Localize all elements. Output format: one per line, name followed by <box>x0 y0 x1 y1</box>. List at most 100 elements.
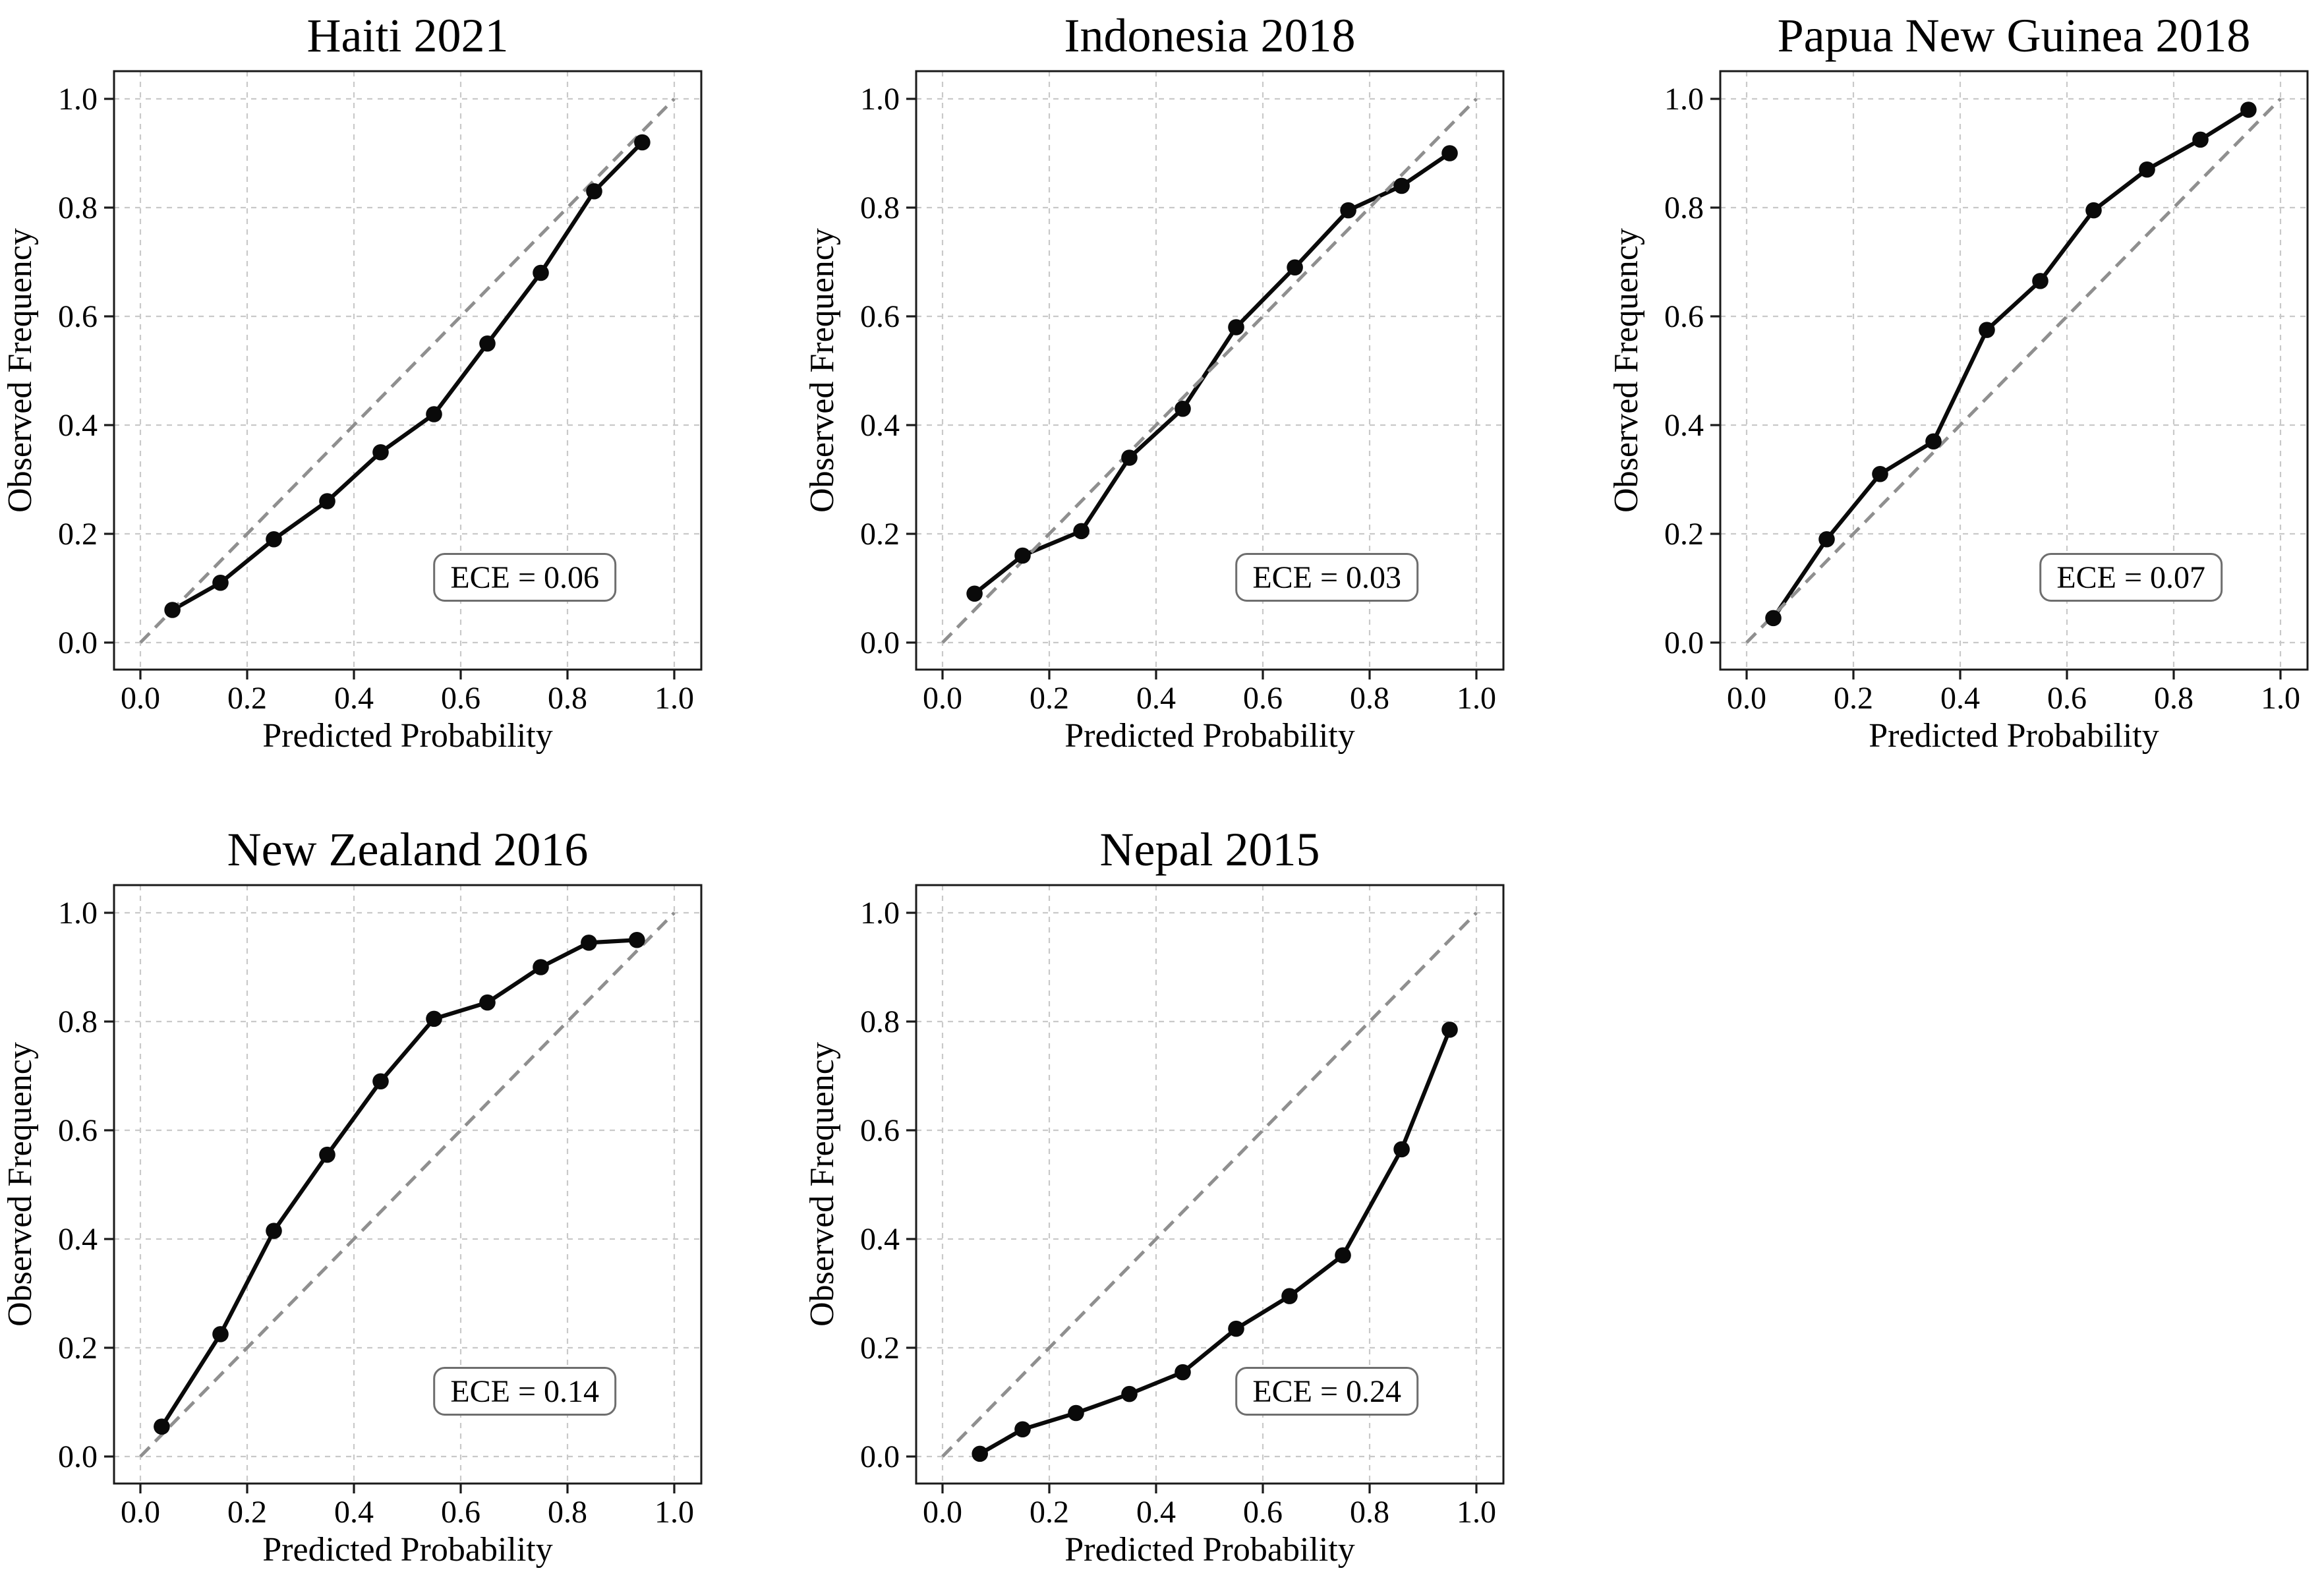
diagonal-reference-line <box>139 911 676 1458</box>
calibration-curve <box>977 1027 1452 1456</box>
ece-annotation-text: ECE = 0.14 <box>450 1374 599 1409</box>
data-point-marker <box>2192 131 2209 148</box>
x-axis-label: Predicted Probability <box>1064 717 1354 755</box>
y-tick-label: 0.8 <box>58 190 98 225</box>
y-tick-label: 0.4 <box>860 408 900 443</box>
data-point-marker <box>581 935 597 951</box>
x-tick-label: 0.2 <box>227 1495 267 1530</box>
x-tick-label: 1.0 <box>654 681 694 716</box>
x-tick-label: 0.2 <box>1834 681 1873 716</box>
subplot-indonesia-2018: ECE = 0.03 0.0 0.0 0.2 0.2 0.4 0.4 0.6 0.6 0.8 0.8… <box>803 9 1505 755</box>
x-tick-label: 0.0 <box>923 1495 962 1530</box>
data-point-marker <box>1121 1385 1138 1402</box>
data-point-marker <box>1228 319 1244 335</box>
data-point-marker <box>1765 610 1782 627</box>
calibration-curve <box>170 140 645 612</box>
x-tick-label: 0.4 <box>334 681 374 716</box>
data-point-marker <box>154 1418 170 1435</box>
x-tick-label: 0.0 <box>923 681 962 716</box>
y-tick-label: 0.6 <box>58 299 98 334</box>
x-tick-label: 0.8 <box>548 1495 587 1530</box>
y-tick-label: 0.0 <box>860 1439 900 1474</box>
data-point-marker <box>966 585 983 602</box>
ece-annotation-box <box>1235 553 1419 602</box>
x-tick-label: 1.0 <box>1457 1495 1496 1530</box>
subplot-title: New Zealand 2016 <box>227 823 589 876</box>
axes-frame <box>1719 70 2309 671</box>
axes-frame <box>113 70 703 671</box>
ece-annotation-text: ECE = 0.24 <box>1252 1374 1401 1409</box>
y-tick-label: 0.6 <box>860 299 900 334</box>
data-point-marker <box>1175 1364 1191 1381</box>
x-tick-label: 0.2 <box>1030 1495 1069 1530</box>
y-tick-label: 0.2 <box>58 1331 98 1366</box>
data-point-marker <box>1979 322 1995 338</box>
data-point-marker <box>1393 1141 1410 1158</box>
data-point-marker <box>1121 449 1138 466</box>
data-point-marker <box>1818 531 1835 548</box>
x-tick-label: 0.6 <box>441 681 480 716</box>
data-point-marker <box>266 531 282 548</box>
ece-annotation-box <box>433 1367 617 1416</box>
calibration-curve <box>972 151 1452 596</box>
axes-frame <box>113 884 703 1485</box>
axes-frame <box>915 70 1505 671</box>
data-point-marker <box>1228 1320 1244 1337</box>
data-point-marker <box>479 335 496 352</box>
data-point-marker <box>533 959 549 975</box>
data-point-marker <box>629 931 645 948</box>
data-point-marker <box>1014 1421 1031 1438</box>
data-point-marker <box>2032 273 2048 289</box>
data-point-marker <box>479 994 496 1011</box>
y-axis-label: Observed Frequency <box>1 228 39 513</box>
subplot-title: Haiti 2021 <box>307 9 509 62</box>
x-tick-label: 0.8 <box>1350 681 1389 716</box>
y-tick-label: 0.0 <box>58 625 98 660</box>
diagonal-reference-line <box>941 98 1478 644</box>
x-axis-label: Predicted Probability <box>262 1531 552 1569</box>
x-axis-label: Predicted Probability <box>1869 717 2159 755</box>
x-tick-label: 1.0 <box>2261 681 2300 716</box>
data-point-marker <box>1335 1247 1351 1264</box>
data-point-marker <box>1287 259 1303 276</box>
diagonal-reference-line <box>941 911 1478 1458</box>
y-tick-label: 0.0 <box>860 625 900 660</box>
data-point-marker <box>372 1073 389 1090</box>
x-tick-label: 0.6 <box>2047 681 2087 716</box>
y-tick-label: 0.6 <box>860 1113 900 1148</box>
y-tick-label: 0.8 <box>860 1004 900 1039</box>
x-axis-label: Predicted Probability <box>262 717 552 755</box>
y-tick-label: 0.8 <box>860 190 900 225</box>
ece-annotation-box <box>433 553 617 602</box>
x-tick-label: 0.0 <box>1727 681 1766 716</box>
data-point-marker <box>634 134 651 151</box>
data-point-marker <box>1068 1404 1084 1422</box>
data-point-marker <box>2139 161 2155 178</box>
y-tick-label: 0.4 <box>860 1222 900 1257</box>
data-point-marker <box>212 574 229 591</box>
data-point-marker <box>1393 177 1410 194</box>
data-point-marker <box>2085 202 2102 219</box>
y-axis-label: Observed Frequency <box>1608 228 1645 513</box>
x-tick-label: 0.4 <box>334 1495 374 1530</box>
x-tick-label: 0.2 <box>227 681 267 716</box>
x-tick-label: 0.6 <box>1243 681 1283 716</box>
ece-annotation-text: ECE = 0.03 <box>1252 560 1401 595</box>
y-tick-label: 0.4 <box>1664 408 1704 443</box>
subplot-title: Papua New Guinea 2018 <box>1778 9 2251 62</box>
data-point-marker <box>212 1326 229 1342</box>
y-tick-label: 0.6 <box>1664 299 1704 334</box>
ece-annotation-text: ECE = 0.06 <box>450 560 599 595</box>
data-point-marker <box>1925 433 1942 450</box>
ece-annotation-box <box>1235 1367 1419 1416</box>
y-tick-label: 0.8 <box>58 1004 98 1039</box>
y-axis-label: Observed Frequency <box>803 228 841 513</box>
y-tick-label: 1.0 <box>860 82 900 117</box>
axes-frame <box>915 884 1505 1485</box>
data-point-marker <box>426 1010 442 1027</box>
subplot-title: Nepal 2015 <box>1100 823 1320 876</box>
x-tick-label: 0.0 <box>121 1495 160 1530</box>
subplot-new-zealand-2016: ECE = 0.14 0.0 0.0 0.2 0.2 0.4 0.4 0.6 0.6 0.8 0.8… <box>1 823 703 1569</box>
